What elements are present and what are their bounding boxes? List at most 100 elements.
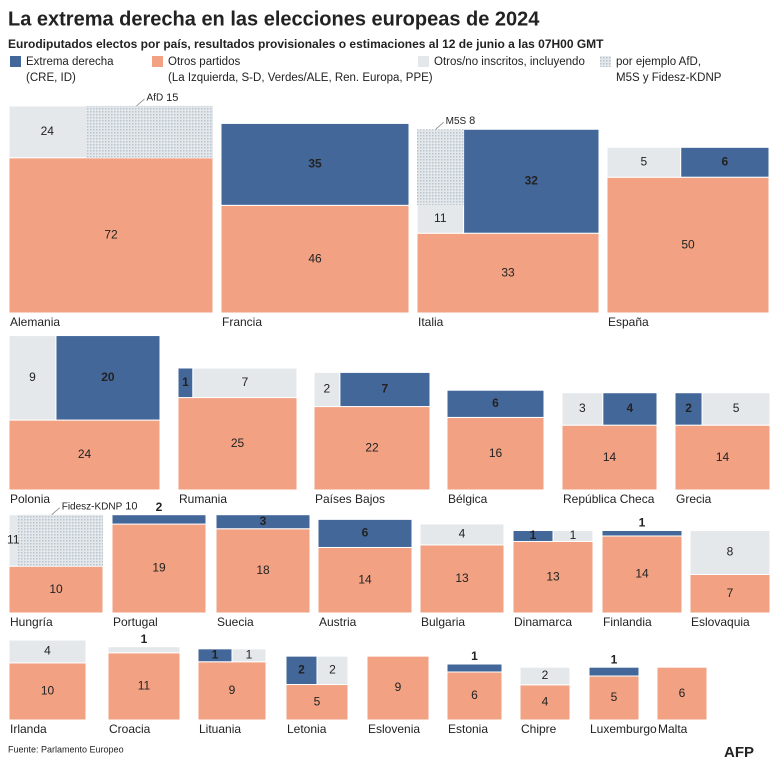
far-right-label: 6 (492, 396, 499, 410)
others-label: 50 (681, 237, 695, 251)
non-inscribed-segment (701, 392, 771, 426)
country-label: Estonia (448, 722, 488, 736)
others-segment (111, 523, 207, 614)
highlight-name: AfD (147, 93, 164, 104)
others-label: 6 (679, 686, 686, 700)
non-inscribed-segment (606, 146, 682, 178)
non-inscribed-label: 11 (7, 533, 20, 547)
source: Fuente: Parlamento Europeo (8, 744, 124, 754)
far-right-label: 2 (298, 662, 305, 676)
country-label: Suecia (217, 615, 254, 629)
others-segment (8, 662, 87, 721)
non-inscribed-segment (313, 371, 341, 408)
others-label: 10 (41, 684, 55, 698)
country-label: Países Bajos (315, 492, 385, 506)
far-right-segment (317, 518, 413, 548)
far-right-segment (463, 128, 600, 234)
others-segment (519, 684, 571, 721)
others-segment (656, 666, 708, 721)
highlight-segment (417, 129, 464, 205)
far-right-label: 7 (382, 382, 389, 396)
others-segment (512, 541, 594, 614)
others-segment (197, 661, 267, 721)
country-label: Dinamarca (514, 615, 572, 629)
country-label: Italia (418, 315, 444, 329)
legend-label: Extrema derecha (26, 56, 114, 68)
others-label: 33 (501, 265, 515, 279)
others-segment (446, 416, 545, 491)
country-label: Alemania (10, 315, 60, 329)
non-inscribed-label: 11 (434, 211, 447, 225)
non-inscribed-label: 1 (141, 632, 148, 646)
non-inscribed-label: 2 (542, 668, 549, 682)
others-label: 5 (314, 694, 321, 708)
far-right-label: 1 (182, 375, 189, 389)
country-label: Luxemburgo (590, 722, 657, 736)
non-inscribed-label: 2 (324, 382, 331, 396)
far-right-label: 1 (471, 649, 478, 663)
legend-label: (La Izquierda, S-D, Verdes/ALE, Ren. Eur… (168, 72, 433, 84)
others-label: 22 (365, 440, 379, 454)
others-label: 25 (231, 436, 245, 450)
far-right-label: 1 (639, 516, 646, 530)
others-segment (366, 655, 430, 721)
far-right-segment (602, 392, 658, 426)
others-label: 18 (256, 563, 270, 577)
others-label: 14 (358, 572, 372, 586)
others-segment (588, 675, 640, 721)
highlight-name: Fidesz-KDNP (62, 501, 123, 512)
non-inscribed-segment (419, 523, 505, 546)
far-right-segment (215, 514, 311, 530)
country-label: República Checa (563, 492, 655, 506)
non-inscribed-segment (552, 530, 594, 542)
far-right-segment (339, 371, 431, 408)
far-right-label: 2 (685, 401, 692, 415)
non-inscribed-segment (107, 646, 181, 654)
far-right-label: 6 (721, 154, 728, 168)
annotation-leader (136, 98, 145, 107)
far-right-label: 3 (260, 514, 267, 528)
non-inscribed-segment (689, 530, 771, 575)
others-label: 14 (603, 450, 617, 464)
country-label: Eslovaquia (691, 615, 750, 629)
others-segment (285, 684, 349, 721)
others-label: 13 (546, 569, 560, 583)
far-right-segment (111, 514, 207, 525)
legend-label: Otros/no inscritos, incluyendo (434, 56, 585, 68)
non-inscribed-label: 24 (41, 124, 55, 138)
far-right-label: 35 (308, 157, 322, 171)
far-right-label: 2 (156, 500, 163, 514)
far-right-segment (446, 663, 503, 673)
others-label: 9 (229, 683, 236, 697)
country-label: Malta (658, 722, 688, 736)
country-label: Rumania (179, 492, 227, 506)
non-inscribed-label: 5 (733, 401, 740, 415)
far-right-label: 4 (627, 401, 634, 415)
non-inscribed-label: 4 (44, 644, 51, 658)
credit: AFP (724, 744, 754, 761)
country-label: Hungría (10, 615, 53, 629)
far-right-segment (220, 122, 410, 206)
others-segment (313, 406, 431, 491)
non-inscribed-label: 7 (242, 375, 249, 389)
non-inscribed-label: 1 (246, 647, 253, 661)
country-label: Francia (222, 315, 262, 329)
legend-label: Otros partidos (168, 56, 240, 68)
others-label: 9 (395, 680, 402, 694)
country-label: Irlanda (10, 722, 47, 736)
others-label: 14 (716, 450, 730, 464)
others-segment (317, 546, 413, 614)
others-label: 19 (152, 561, 166, 575)
others-label: 46 (308, 251, 322, 265)
title: La extrema derecha en las elecciones eur… (8, 8, 540, 30)
others-label: 72 (104, 228, 118, 242)
non-inscribed-label: 3 (579, 401, 586, 415)
non-inscribed-segment (519, 666, 571, 686)
non-inscribed-segment (8, 335, 57, 421)
legend-label: M5S y Fidesz-KDNP (616, 72, 722, 84)
country-label: Bélgica (448, 492, 488, 506)
non-inscribed-segment (231, 648, 267, 663)
legend-swatch (10, 56, 21, 67)
far-right-label: 6 (362, 526, 369, 540)
highlight-segment (85, 105, 213, 158)
